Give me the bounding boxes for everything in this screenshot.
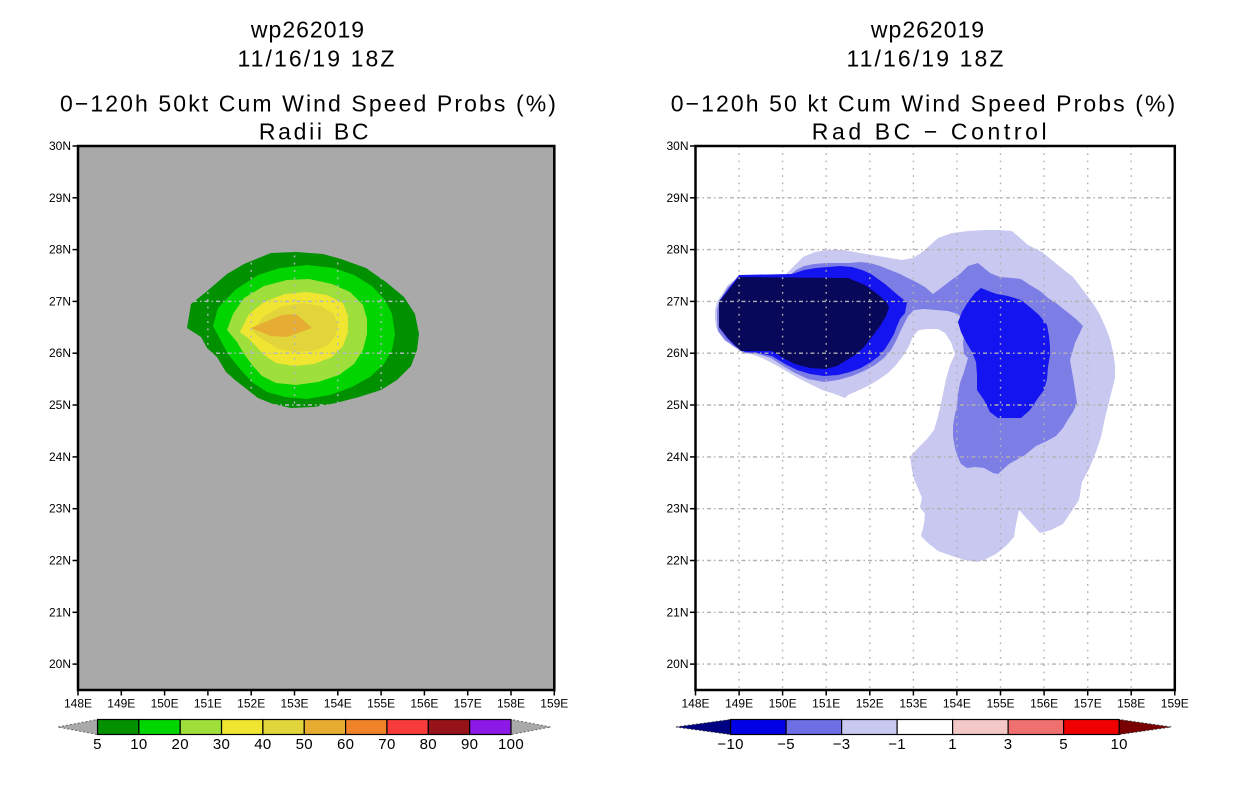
svg-text:−3: −3 bbox=[833, 736, 851, 753]
svg-text:70: 70 bbox=[378, 736, 395, 753]
svg-text:148E: 148E bbox=[681, 697, 709, 711]
svg-text:100: 100 bbox=[498, 736, 524, 753]
svg-text:157E: 157E bbox=[454, 697, 482, 711]
svg-text:Radii BC: Radii BC bbox=[259, 119, 371, 145]
svg-text:80: 80 bbox=[420, 736, 437, 753]
svg-text:20N: 20N bbox=[666, 657, 688, 671]
svg-text:10: 10 bbox=[130, 736, 147, 753]
svg-text:Rad BC − Control: Rad BC − Control bbox=[812, 119, 1051, 145]
svg-text:156E: 156E bbox=[1030, 697, 1058, 711]
svg-text:150E: 150E bbox=[769, 697, 797, 711]
svg-text:wp262019: wp262019 bbox=[870, 17, 985, 43]
svg-text:26N: 26N bbox=[666, 346, 688, 360]
svg-text:156E: 156E bbox=[410, 697, 438, 711]
svg-text:11/16/19 18Z: 11/16/19 18Z bbox=[846, 46, 1005, 72]
svg-text:151E: 151E bbox=[194, 697, 222, 711]
svg-text:11/16/19 18Z: 11/16/19 18Z bbox=[237, 46, 396, 72]
svg-text:40: 40 bbox=[254, 736, 271, 753]
svg-text:148E: 148E bbox=[64, 697, 92, 711]
svg-text:28N: 28N bbox=[666, 243, 688, 257]
svg-text:−1: −1 bbox=[888, 736, 906, 753]
svg-text:3: 3 bbox=[1004, 736, 1013, 753]
svg-text:5: 5 bbox=[93, 736, 102, 753]
svg-text:149E: 149E bbox=[725, 697, 753, 711]
svg-text:29N: 29N bbox=[666, 191, 688, 205]
svg-text:25N: 25N bbox=[49, 398, 71, 412]
svg-text:154E: 154E bbox=[324, 697, 352, 711]
svg-text:23N: 23N bbox=[49, 502, 71, 516]
svg-text:50: 50 bbox=[296, 736, 313, 753]
svg-text:60: 60 bbox=[337, 736, 354, 753]
svg-text:155E: 155E bbox=[367, 697, 395, 711]
svg-text:152E: 152E bbox=[237, 697, 265, 711]
svg-text:30: 30 bbox=[213, 736, 230, 753]
svg-text:90: 90 bbox=[461, 736, 478, 753]
svg-text:22N: 22N bbox=[49, 554, 71, 568]
svg-text:24N: 24N bbox=[49, 450, 71, 464]
svg-text:22N: 22N bbox=[666, 554, 688, 568]
svg-text:30N: 30N bbox=[49, 139, 71, 153]
svg-text:152E: 152E bbox=[856, 697, 884, 711]
svg-text:21N: 21N bbox=[49, 605, 71, 619]
svg-text:155E: 155E bbox=[986, 697, 1014, 711]
svg-text:29N: 29N bbox=[49, 191, 71, 205]
svg-text:157E: 157E bbox=[1074, 697, 1102, 711]
svg-text:30N: 30N bbox=[666, 139, 688, 153]
svg-text:20N: 20N bbox=[49, 657, 71, 671]
svg-text:159E: 159E bbox=[1161, 697, 1189, 711]
svg-text:153E: 153E bbox=[280, 697, 308, 711]
svg-text:151E: 151E bbox=[812, 697, 840, 711]
svg-text:−10: −10 bbox=[717, 736, 743, 753]
svg-text:25N: 25N bbox=[666, 398, 688, 412]
svg-text:27N: 27N bbox=[49, 294, 71, 308]
svg-text:159E: 159E bbox=[540, 697, 568, 711]
svg-text:154E: 154E bbox=[943, 697, 971, 711]
svg-text:1: 1 bbox=[948, 736, 957, 753]
svg-text:27N: 27N bbox=[666, 294, 688, 308]
svg-text:149E: 149E bbox=[107, 697, 135, 711]
svg-text:153E: 153E bbox=[899, 697, 927, 711]
svg-text:26N: 26N bbox=[49, 346, 71, 360]
svg-text:158E: 158E bbox=[1117, 697, 1145, 711]
svg-text:10: 10 bbox=[1110, 736, 1127, 753]
svg-text:20: 20 bbox=[172, 736, 189, 753]
svg-text:0−120h 50 kt Cum Wind Speed Pr: 0−120h 50 kt Cum Wind Speed Probs (%) bbox=[671, 91, 1178, 117]
svg-text:−5: −5 bbox=[777, 736, 795, 753]
svg-text:23N: 23N bbox=[666, 502, 688, 516]
svg-text:wp262019: wp262019 bbox=[250, 17, 365, 43]
svg-text:150E: 150E bbox=[151, 697, 179, 711]
svg-text:158E: 158E bbox=[497, 697, 525, 711]
svg-text:21N: 21N bbox=[666, 605, 688, 619]
svg-text:0−120h 50kt Cum Wind Speed Pro: 0−120h 50kt Cum Wind Speed Probs (%) bbox=[60, 91, 558, 117]
svg-text:24N: 24N bbox=[666, 450, 688, 464]
svg-text:28N: 28N bbox=[49, 243, 71, 257]
svg-text:5: 5 bbox=[1059, 736, 1068, 753]
